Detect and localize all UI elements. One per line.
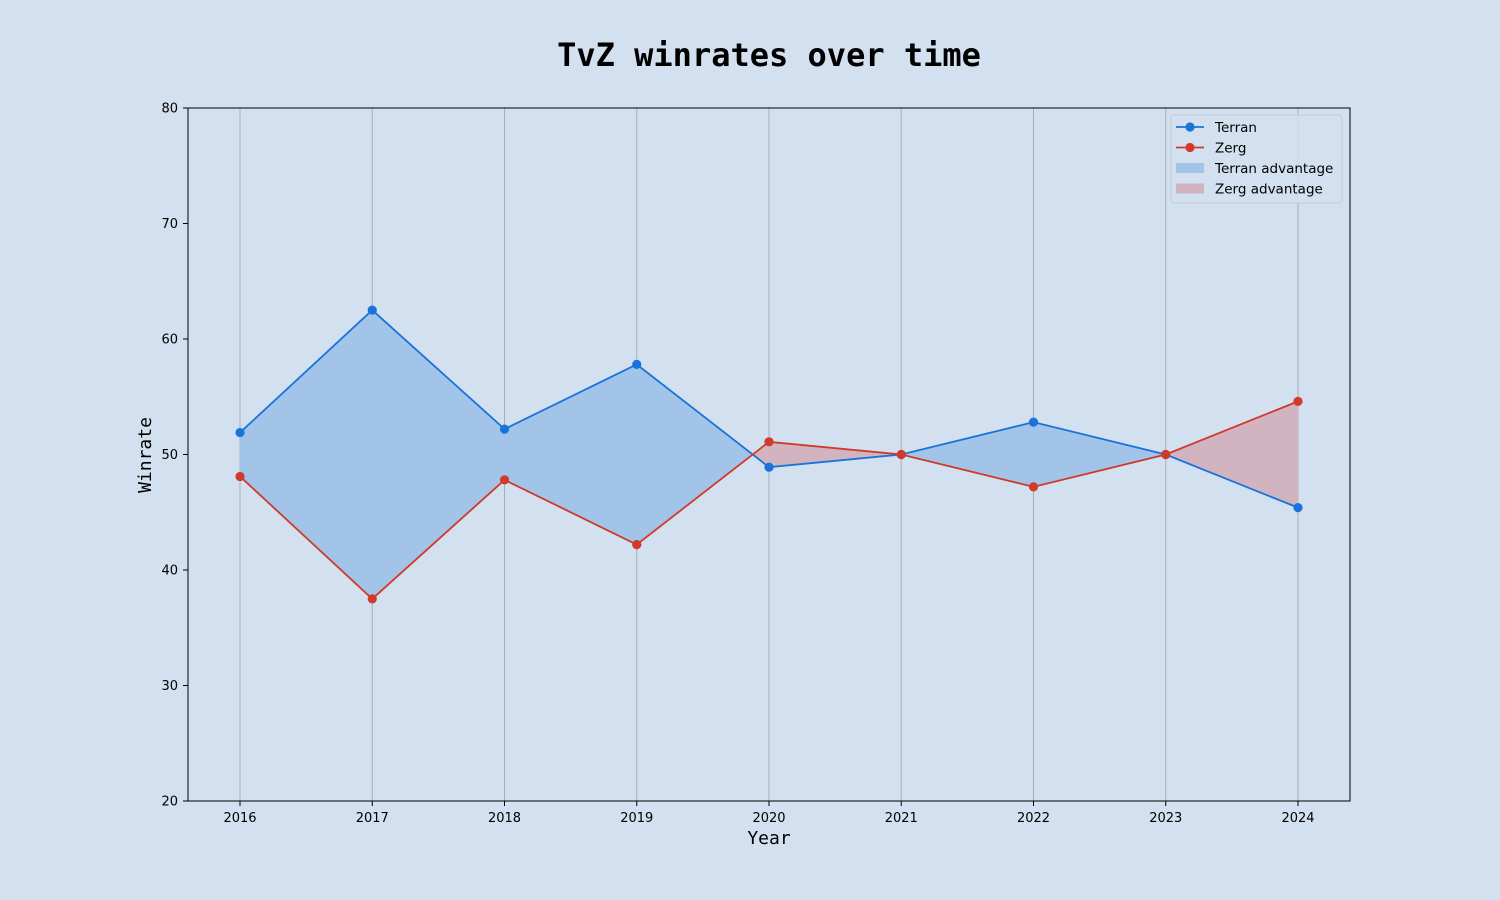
terran-point (1028, 417, 1039, 427)
zerg-point (367, 594, 377, 604)
x-tick-label: 2020 (752, 811, 785, 826)
legend-fill-label: Terran advantage (1214, 161, 1333, 177)
x-tick-label: 2022 (1017, 811, 1050, 826)
x-tick-label: 2019 (620, 811, 653, 826)
zerg-point (235, 471, 245, 482)
x-axis-label: Year (747, 828, 791, 849)
y-axis-label: Winrate (135, 417, 156, 493)
terran-point (632, 359, 642, 370)
zerg-legend-marker (1185, 142, 1195, 153)
y-tick-label: 50 (161, 448, 178, 463)
y-tick-label: 20 (161, 795, 178, 810)
legend: Terran Zerg Terran advantage Zerg advantage (1170, 114, 1343, 204)
chart-title: TvZ winrates over time (557, 36, 981, 74)
zerg-point (499, 475, 510, 485)
zerg-point (1161, 449, 1171, 460)
terran-legend-marker (1185, 122, 1195, 132)
legend-fill-label: Zerg advantage (1215, 182, 1323, 198)
zerg-point (1028, 482, 1039, 492)
zerg-point (1293, 396, 1303, 406)
x-tick-label: 2016 (223, 811, 256, 826)
y-axis-ticks: 20 30 40 50 60 70 80 (161, 102, 188, 810)
terran-advantage-fill (901, 421, 1034, 488)
x-axis-ticks: 2016 2017 2018 2019 2020 2021 2022 2023 2024 (223, 801, 1315, 826)
y-tick-label: 80 (161, 102, 178, 117)
zerg-advantage-fill (1165, 401, 1299, 508)
zerg-legend-label: Zerg (1215, 141, 1246, 157)
zerg-point (632, 539, 642, 550)
terran-advantage-fill (239, 309, 373, 600)
terran-point (367, 305, 377, 315)
y-tick-label: 40 (161, 564, 178, 579)
legend-fill-swatch (1176, 183, 1204, 194)
terran-point (1293, 503, 1303, 513)
terran-point (764, 462, 774, 472)
terran-advantage-fill (1033, 421, 1166, 488)
y-tick-label: 30 (161, 679, 178, 694)
zerg-point (896, 449, 906, 460)
terran-advantage-fill (372, 309, 505, 600)
zerg-advantage-fill (768, 441, 902, 468)
terran-point (235, 427, 245, 438)
x-tick-label: 2018 (488, 811, 521, 826)
x-tick-label: 2023 (1149, 811, 1182, 826)
terran-advantage-fill (636, 364, 753, 545)
terran-advantage-fill (504, 364, 637, 545)
zerg-point (764, 437, 774, 447)
x-tick-label: 2017 (356, 811, 389, 826)
legend-fill-swatch (1176, 163, 1204, 173)
x-tick-label: 2021 (885, 811, 918, 826)
series-points (235, 305, 1303, 604)
terran-legend-label: Terran (1214, 120, 1257, 136)
x-tick-label: 2024 (1281, 811, 1314, 826)
y-tick-label: 60 (161, 333, 178, 348)
y-tick-label: 70 (161, 217, 178, 232)
terran-point (499, 424, 510, 434)
legend-box (1170, 114, 1343, 204)
